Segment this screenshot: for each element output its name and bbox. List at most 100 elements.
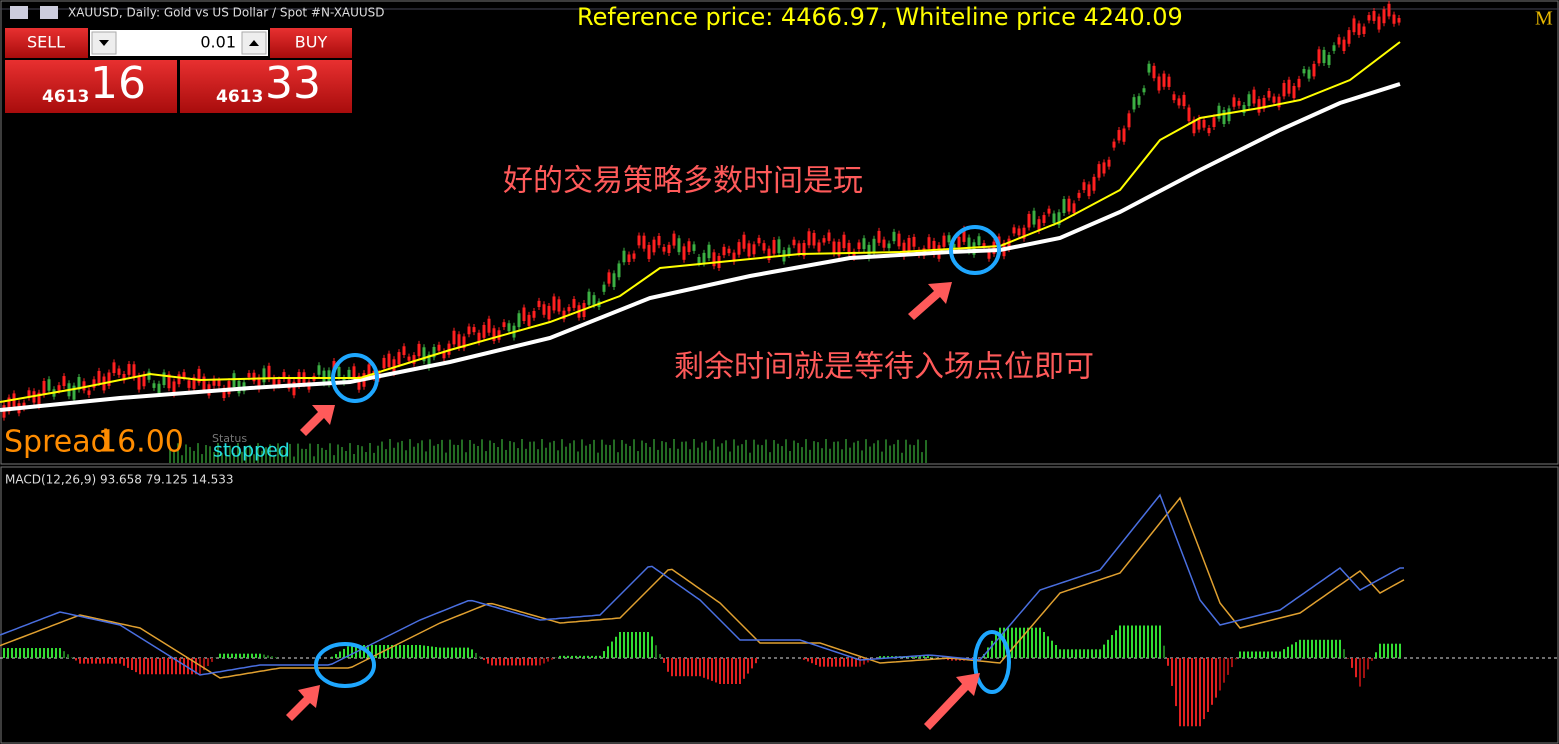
candle — [662, 246, 666, 252]
candle — [1072, 203, 1076, 213]
candle — [1122, 128, 1126, 142]
candle — [912, 236, 916, 247]
candle — [62, 376, 66, 387]
buy-button[interactable] — [270, 28, 352, 58]
candle — [562, 310, 566, 320]
candle — [422, 347, 426, 362]
candle — [607, 272, 611, 284]
candle — [1197, 117, 1201, 130]
candle — [347, 369, 351, 378]
lot-input[interactable] — [90, 30, 268, 56]
candle — [557, 299, 561, 312]
candle — [47, 379, 51, 391]
candle — [197, 368, 201, 383]
candle — [277, 379, 281, 386]
candle — [777, 239, 781, 254]
candle — [697, 256, 701, 264]
candle — [1112, 141, 1116, 148]
candle — [667, 244, 671, 254]
candle — [1292, 86, 1296, 99]
candle — [392, 359, 396, 374]
candle — [987, 250, 991, 259]
candle — [867, 244, 871, 259]
candle — [1252, 89, 1256, 104]
candle — [807, 231, 811, 246]
candle — [587, 291, 591, 305]
macd-label: MACD(12,26,9) 93.658 79.125 14.533 — [5, 473, 234, 487]
candle — [732, 252, 736, 262]
candle — [387, 353, 391, 367]
candle — [282, 372, 286, 379]
arrow — [300, 405, 335, 436]
candle — [942, 235, 946, 247]
candle — [122, 373, 126, 381]
candle — [852, 251, 856, 258]
candle — [72, 385, 76, 400]
candle — [1152, 65, 1156, 79]
chart-icon[interactable] — [40, 6, 58, 19]
lot-value[interactable]: 0.01 — [200, 33, 236, 52]
candle — [1187, 107, 1191, 122]
candle — [522, 307, 526, 322]
candle — [112, 362, 116, 374]
candle — [747, 243, 751, 257]
candle — [457, 334, 461, 349]
sell-price-big: 16 — [90, 58, 146, 109]
candle — [77, 377, 81, 390]
candle — [1397, 18, 1401, 23]
candle — [1137, 96, 1141, 105]
candle — [1142, 88, 1146, 93]
candle — [462, 336, 466, 349]
sell-button[interactable] — [5, 28, 88, 58]
white-ma — [0, 82, 1401, 412]
candle — [702, 252, 706, 264]
highlight-circle — [949, 225, 1001, 275]
candle — [127, 364, 131, 375]
candle — [57, 385, 61, 391]
candle — [947, 235, 951, 243]
down-arrow — [99, 40, 109, 46]
candle — [837, 241, 841, 256]
candle — [617, 263, 621, 278]
candle — [872, 238, 876, 253]
candle — [1302, 69, 1306, 74]
candle — [252, 372, 256, 382]
candle — [612, 273, 616, 287]
candle — [1297, 78, 1301, 88]
menu-icon[interactable] — [10, 6, 28, 19]
candle — [847, 242, 851, 254]
candle — [1387, 3, 1391, 17]
buy-label[interactable]: BUY — [295, 33, 328, 52]
candle — [857, 242, 861, 250]
candle — [37, 392, 41, 407]
candle — [647, 244, 651, 259]
candle — [407, 356, 411, 361]
candle — [637, 235, 641, 246]
candle — [367, 364, 371, 376]
candle — [1312, 63, 1316, 77]
candle — [1327, 54, 1331, 66]
candle — [927, 237, 931, 249]
candle — [882, 239, 886, 248]
candle — [1192, 119, 1196, 134]
candle — [97, 370, 101, 383]
buy-price-box[interactable] — [180, 60, 352, 113]
candle — [1027, 213, 1031, 228]
candle — [477, 332, 481, 343]
candle — [1282, 82, 1286, 97]
candle — [767, 248, 771, 261]
candle — [1172, 94, 1176, 101]
candle — [737, 242, 741, 255]
sell-price-box[interactable] — [5, 60, 177, 113]
candle — [7, 397, 11, 412]
candle — [792, 239, 796, 246]
candle — [202, 376, 206, 391]
candle — [632, 253, 636, 259]
candle — [482, 324, 486, 338]
candle — [1337, 37, 1341, 45]
sell-label[interactable]: SELL — [27, 33, 65, 52]
candle — [1317, 49, 1321, 64]
candle — [497, 330, 501, 340]
candle — [1182, 94, 1186, 107]
